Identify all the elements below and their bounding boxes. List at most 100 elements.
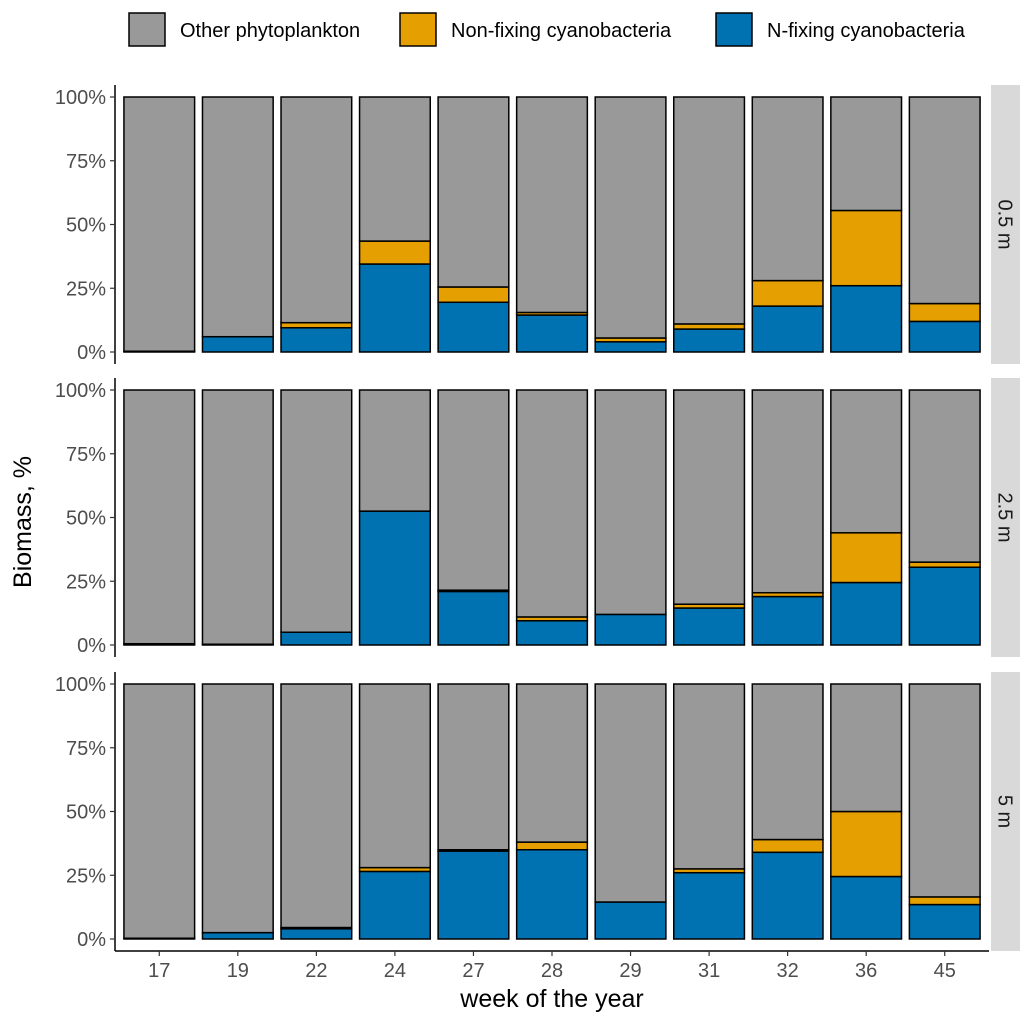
bar-non-fixing-cyanobacteria [830, 532, 903, 584]
bar-other-phytoplankton [358, 683, 432, 869]
facet-strip-label: 2.5 m [994, 492, 1016, 542]
y-tick-label: 75% [66, 151, 106, 173]
bar-non-fixing-cyanobacteria [515, 841, 589, 851]
bar-n-fixing-cyanobacteria [437, 590, 510, 646]
y-tick-label: 100% [55, 87, 106, 109]
y-tick-label: 0% [77, 342, 106, 364]
bar-n-fixing-cyanobacteria [751, 595, 824, 646]
x-tick-label: 22 [305, 960, 327, 982]
bar-other-phytoplankton [672, 96, 746, 325]
legend-label: Other phytoplankton [180, 20, 360, 42]
bar-n-fixing-cyanobacteria [515, 620, 589, 646]
facet-strip-label: 5 m [994, 795, 1016, 828]
bar-other-phytoplankton [515, 683, 589, 843]
legend-swatch [399, 12, 437, 47]
y-tick-label: 100% [55, 674, 106, 696]
y-tick-label: 100% [55, 380, 106, 402]
bar-n-fixing-cyanobacteria [594, 901, 667, 940]
bar-n-fixing-cyanobacteria [358, 870, 432, 940]
x-tick-label: 45 [934, 960, 956, 982]
bar-n-fixing-cyanobacteria [515, 849, 589, 940]
bar-other-phytoplankton [908, 683, 981, 898]
facet-strip [991, 672, 1020, 951]
bar-other-phytoplankton [358, 96, 432, 242]
bar-n-fixing-cyanobacteria [515, 314, 589, 353]
x-tick-label: 32 [777, 960, 799, 982]
bar-other-phytoplankton [751, 96, 824, 282]
bar-other-phytoplankton [123, 683, 196, 939]
x-tick-label: 29 [619, 960, 641, 982]
bar-other-phytoplankton [751, 389, 824, 594]
y-tick-label: 75% [66, 738, 106, 760]
bar-n-fixing-cyanobacteria [437, 301, 510, 353]
y-tick-label: 0% [77, 929, 106, 951]
y-tick-label: 50% [66, 508, 106, 530]
bar-other-phytoplankton [515, 96, 589, 314]
bar-other-phytoplankton [672, 389, 746, 605]
bar-other-phytoplankton [437, 96, 510, 288]
bar-n-fixing-cyanobacteria [751, 305, 824, 353]
bar-other-phytoplankton [437, 389, 510, 591]
bar-non-fixing-cyanobacteria [280, 321, 353, 329]
bar-non-fixing-cyanobacteria [908, 302, 981, 323]
bar-other-phytoplankton [594, 96, 667, 339]
bar-other-phytoplankton [123, 96, 196, 352]
legend-swatch [715, 12, 753, 47]
bar-n-fixing-cyanobacteria [672, 607, 746, 646]
bar-n-fixing-cyanobacteria [594, 613, 667, 646]
facet-strip-label: 0.5 m [994, 199, 1016, 249]
bar-non-fixing-cyanobacteria [830, 209, 903, 287]
chart-panels: 0% 25% 50% 75% 100% 0.5 m 0% 25% 50% 75% 100% 2.5 m… [55, 85, 1020, 951]
bar-non-fixing-cyanobacteria [358, 240, 432, 265]
bar-other-phytoplankton [594, 389, 667, 616]
y-tick-label: 25% [66, 278, 106, 300]
bar-non-fixing-cyanobacteria [908, 896, 981, 906]
bar-n-fixing-cyanobacteria [280, 327, 353, 353]
bar-other-phytoplankton [280, 683, 353, 929]
x-tick-label: 19 [227, 960, 249, 982]
x-tick-label: 36 [855, 960, 877, 982]
bar-n-fixing-cyanobacteria [908, 320, 981, 353]
bar-other-phytoplankton [515, 389, 589, 618]
bar-n-fixing-cyanobacteria [280, 631, 353, 646]
x-axis: 17 19 22 24 27 28 29 31 32 36 45 [115, 950, 989, 982]
bar-other-phytoplankton [358, 389, 432, 512]
bar-other-phytoplankton [123, 389, 196, 645]
y-tick-label: 0% [77, 635, 106, 657]
bar-other-phytoplankton [830, 683, 903, 813]
x-tick-label: 27 [462, 960, 484, 982]
bar-other-phytoplankton [201, 389, 274, 645]
bar-non-fixing-cyanobacteria [751, 279, 824, 307]
bar-n-fixing-cyanobacteria [672, 328, 746, 353]
y-tick-label: 25% [66, 865, 106, 887]
facet-panel: 0% 25% 50% 75% 100% 2.5 m [55, 378, 1020, 657]
bar-n-fixing-cyanobacteria [830, 875, 903, 940]
bar-n-fixing-cyanobacteria [280, 928, 353, 940]
bar-n-fixing-cyanobacteria [751, 851, 824, 940]
bar-other-phytoplankton [594, 683, 667, 903]
y-tick-label: 50% [66, 802, 106, 824]
x-axis-title: week of the year [459, 985, 643, 1013]
bar-n-fixing-cyanobacteria [358, 510, 432, 646]
legend-label: Non-fixing cyanobacteria [451, 20, 672, 42]
bar-other-phytoplankton [751, 683, 824, 841]
bar-other-phytoplankton [280, 389, 353, 633]
y-axis-title: Biomass, % [9, 456, 37, 588]
x-tick-label: 17 [148, 960, 170, 982]
bar-non-fixing-cyanobacteria [908, 561, 981, 568]
bar-n-fixing-cyanobacteria [908, 903, 981, 940]
bar-other-phytoplankton [908, 96, 981, 305]
bar-other-phytoplankton [437, 683, 510, 851]
legend-swatch [128, 12, 166, 47]
bar-n-fixing-cyanobacteria [830, 284, 903, 353]
facet-panel: 0% 25% 50% 75% 100% 0.5 m [55, 85, 1020, 364]
bar-non-fixing-cyanobacteria [437, 286, 510, 304]
facet-panel: 0% 25% 50% 75% 100% 5 m [55, 672, 1020, 951]
y-tick-label: 50% [66, 215, 106, 237]
bar-n-fixing-cyanobacteria [201, 335, 274, 353]
y-tick-label: 75% [66, 444, 106, 466]
y-tick-label: 25% [66, 571, 106, 593]
bar-n-fixing-cyanobacteria [830, 581, 903, 646]
bar-n-fixing-cyanobacteria [672, 871, 746, 940]
